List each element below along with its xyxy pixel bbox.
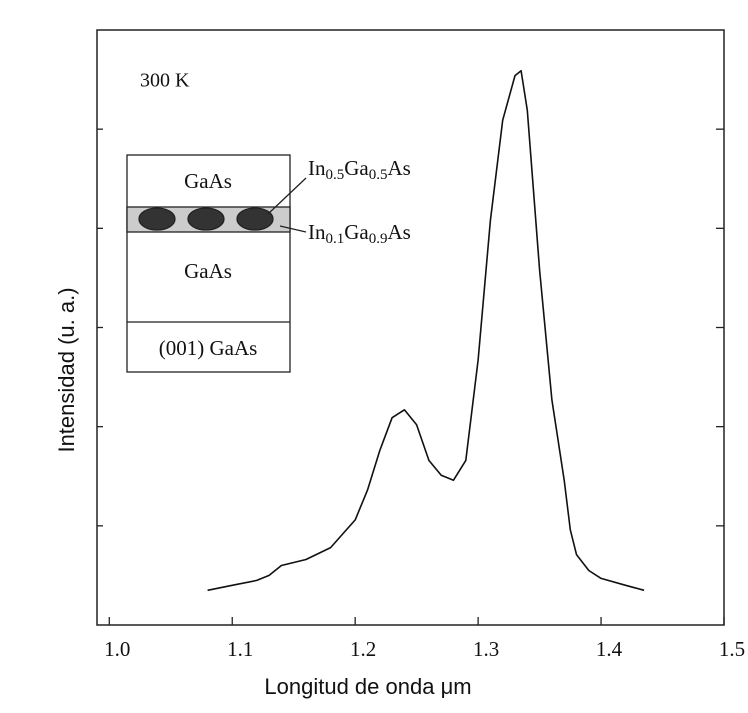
dots-label: In0.5Ga0.5As: [308, 156, 411, 184]
spectrum-line: [207, 69, 645, 592]
formula-part: In: [308, 220, 326, 244]
formula-part: Ga: [344, 220, 369, 244]
subscript: 0.5: [369, 167, 388, 183]
formula-part: In: [308, 156, 326, 180]
x-tick-label: 1.1: [227, 637, 253, 661]
x-tick-label: 1.0: [104, 637, 130, 661]
formula-part: As: [388, 156, 411, 180]
formula-part: As: [388, 220, 411, 244]
layer-label: GaAs: [184, 259, 232, 283]
quantum-dot: [138, 207, 176, 231]
y-axis-label: Intensidad (u. a.): [54, 287, 79, 452]
x-tick-label: 1.2: [350, 637, 376, 661]
formula-part: Ga: [344, 156, 369, 180]
well-label: In0.1Ga0.9As: [308, 220, 411, 248]
x-tick-label: 1.5: [719, 637, 745, 661]
layer-label: GaAs: [184, 169, 232, 193]
x-tick-label: 1.3: [473, 637, 499, 661]
inset-frame: [126, 154, 291, 373]
layer-label: (001) GaAs: [159, 336, 258, 360]
subscript: 0.1: [326, 231, 345, 247]
quantum-dot: [187, 207, 225, 231]
subscript: 0.9: [369, 231, 388, 247]
quantum-dot: [236, 207, 274, 231]
temperature-annotation: 300 K: [140, 70, 190, 92]
leader-line: [267, 177, 307, 215]
inset: [126, 154, 307, 373]
subscript: 0.5: [326, 167, 345, 183]
x-tick-label: 1.4: [596, 637, 623, 661]
x-axis-label: Longitud de onda μm: [264, 674, 471, 699]
leader-line: [279, 225, 307, 233]
